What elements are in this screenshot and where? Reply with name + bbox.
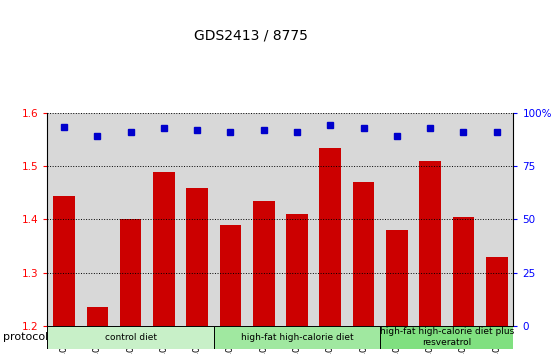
Bar [153, 172, 175, 326]
Bar [380, 113, 413, 326]
Bar [447, 113, 480, 326]
Bar [214, 326, 380, 349]
Bar [147, 113, 181, 326]
Bar [286, 214, 308, 326]
Bar [186, 188, 208, 326]
Bar [247, 113, 280, 326]
Text: GDS2413 / 8775: GDS2413 / 8775 [194, 28, 308, 42]
Bar [280, 113, 314, 326]
Bar [320, 148, 341, 326]
Bar [214, 113, 247, 326]
Bar [380, 326, 513, 349]
Bar [181, 113, 214, 326]
Bar [420, 161, 441, 326]
Bar [47, 326, 214, 349]
Bar [486, 257, 508, 326]
Bar [413, 113, 447, 326]
Bar [114, 113, 147, 326]
Bar [480, 113, 513, 326]
Bar [86, 307, 108, 326]
Bar [81, 113, 114, 326]
Bar [386, 230, 408, 326]
Bar [220, 225, 241, 326]
Text: control diet: control diet [105, 333, 157, 342]
Bar [453, 217, 474, 326]
Text: high-fat high-calorie diet plus
resveratrol: high-fat high-calorie diet plus resverat… [379, 327, 514, 347]
Bar [120, 219, 141, 326]
Bar [53, 195, 75, 326]
Text: protocol: protocol [3, 332, 48, 342]
Bar [314, 113, 347, 326]
Bar [253, 201, 275, 326]
Bar [353, 182, 374, 326]
Bar [347, 113, 380, 326]
Text: high-fat high-calorie diet: high-fat high-calorie diet [240, 333, 353, 342]
Bar [47, 113, 81, 326]
